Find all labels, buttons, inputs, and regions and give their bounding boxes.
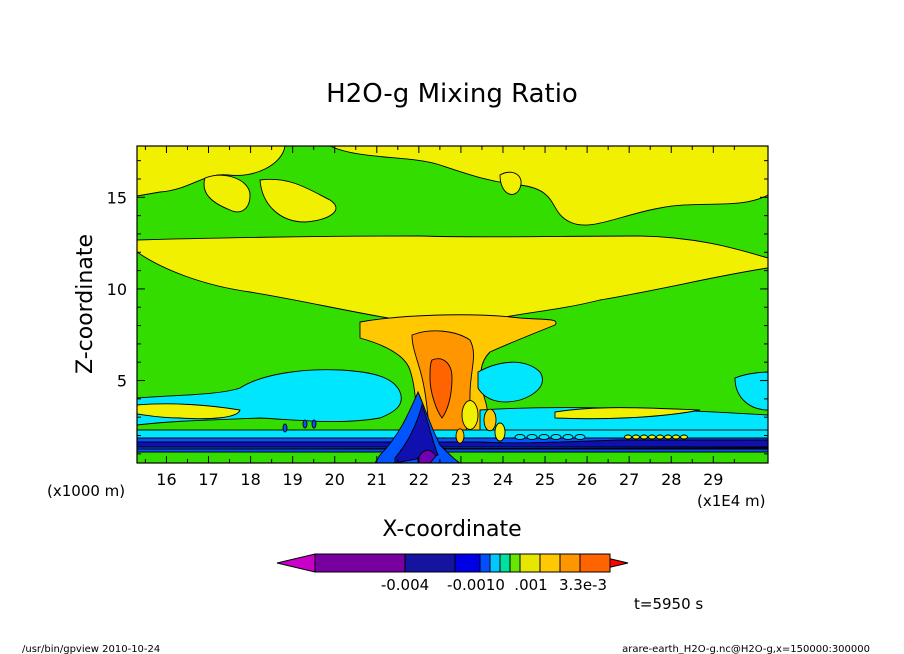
x-tick-label: 20 <box>325 470 345 489</box>
plot-frame <box>136 145 769 464</box>
footer-right: arare-earth_H2O-g.nc@H2O-g,x=150000:3000… <box>622 644 870 654</box>
contour-cyan-right <box>734 371 768 411</box>
contour-upper-yellow-4 <box>499 171 522 195</box>
contour-bl-darkblue <box>137 439 768 448</box>
colorbar-swatch <box>454 553 481 573</box>
colorbar-swatch <box>579 553 611 573</box>
contour-plot-area <box>137 146 768 463</box>
colorbar-swatch <box>509 553 521 573</box>
colorbar-swatch <box>519 553 541 573</box>
y-axis: 5 10 15 <box>107 160 768 455</box>
x-tick-label: 19 <box>282 470 302 489</box>
contour-gust-purple <box>417 449 437 463</box>
contour-cell-1 <box>483 408 497 432</box>
y-tick-label: 10 <box>107 280 127 299</box>
contour-column-core <box>429 358 453 419</box>
y-tick-label: 15 <box>107 188 127 207</box>
time-label: t=5950 s <box>634 595 703 613</box>
contour-cyan-mid <box>477 361 543 403</box>
contour-lens-yellow <box>648 434 656 440</box>
y-axis-title: Z-coordinate <box>73 234 98 374</box>
x-unit-label: (x1000 m) <box>47 482 125 500</box>
colorbar-swatch <box>499 553 511 573</box>
contour-lens-yellow <box>624 434 632 440</box>
contour-blob-0 <box>302 419 308 429</box>
contour-lens <box>562 434 574 440</box>
x-tick-label: 28 <box>661 470 681 489</box>
contour-lens <box>526 434 538 440</box>
colorbar-swatch <box>489 553 501 573</box>
contour-lens-yellow <box>672 434 680 440</box>
colorbar-swatch <box>539 553 561 573</box>
contour-cell-0 <box>461 400 479 430</box>
contour-upper-yellow-0 <box>137 146 286 197</box>
x-scale-note: (x1E4 m) <box>697 492 766 510</box>
contour-low-yellow-left <box>137 403 241 420</box>
colorbar-label: .001 <box>514 576 547 594</box>
contour-lens <box>574 434 586 440</box>
contour-cell-2 <box>494 422 506 442</box>
contour-surface-blue <box>137 448 768 453</box>
x-axis-title: X-coordinate <box>382 517 521 542</box>
x-tick-label: 18 <box>240 470 260 489</box>
contour-lens <box>538 434 550 440</box>
x-tick-label: 29 <box>703 470 723 489</box>
contour-lens-yellow <box>656 434 664 440</box>
x-tick-label: 25 <box>535 470 555 489</box>
x-tick-label: 26 <box>577 470 597 489</box>
chart-title: H2O-g Mixing Ratio <box>326 79 578 109</box>
contour-lens-yellow <box>640 434 648 440</box>
x-tick-label: 16 <box>156 470 176 489</box>
contour-upper-yellow-1 <box>329 146 768 226</box>
contour-lens-yellow <box>680 434 688 440</box>
contour-blob-1 <box>311 419 317 429</box>
contour-gust-darkblue <box>394 403 439 463</box>
colorbar-label: -0.004 <box>381 576 429 594</box>
contour-cell-3 <box>455 428 465 444</box>
contour-anvil-yellow <box>137 235 768 321</box>
contour-blob-2 <box>282 423 288 433</box>
x-tick-label: 22 <box>409 470 429 489</box>
footer-left: /usr/bin/gpview 2010-10-24 <box>22 644 160 654</box>
contour-lens <box>514 434 526 440</box>
contour-lens <box>550 434 562 440</box>
x-tick-label: 27 <box>619 470 639 489</box>
x-tick-label: 21 <box>367 470 387 489</box>
colorbar-swatch <box>314 553 406 573</box>
colorbar-swatch <box>559 553 581 573</box>
x-tick-label: 24 <box>493 470 513 489</box>
contour-upper-yellow-3 <box>259 178 337 223</box>
x-tick-label: 23 <box>451 470 471 489</box>
contour-lens-yellow <box>632 434 640 440</box>
colorbar-label: -0.0010 <box>447 576 505 594</box>
colorbar-swatch <box>479 553 491 573</box>
y-tick-label: 5 <box>117 372 127 391</box>
contour-low-yellow-right <box>554 407 701 420</box>
colorbar-label: 3.3e-3 <box>559 576 607 594</box>
colorbar-swatch <box>404 553 456 573</box>
x-axis: 16 17 18 19 20 21 22 23 24 25 26 27 28 29 <box>144 146 735 489</box>
colorbar-labels: -0.004 -0.0010 .001 3.3e-3 <box>381 576 607 594</box>
colorbar-min-arrow <box>276 553 316 573</box>
contour-lens-yellow <box>664 434 672 440</box>
contour-upper-yellow-2 <box>203 174 251 213</box>
colorbar <box>276 553 629 573</box>
x-tick-label: 17 <box>198 470 218 489</box>
